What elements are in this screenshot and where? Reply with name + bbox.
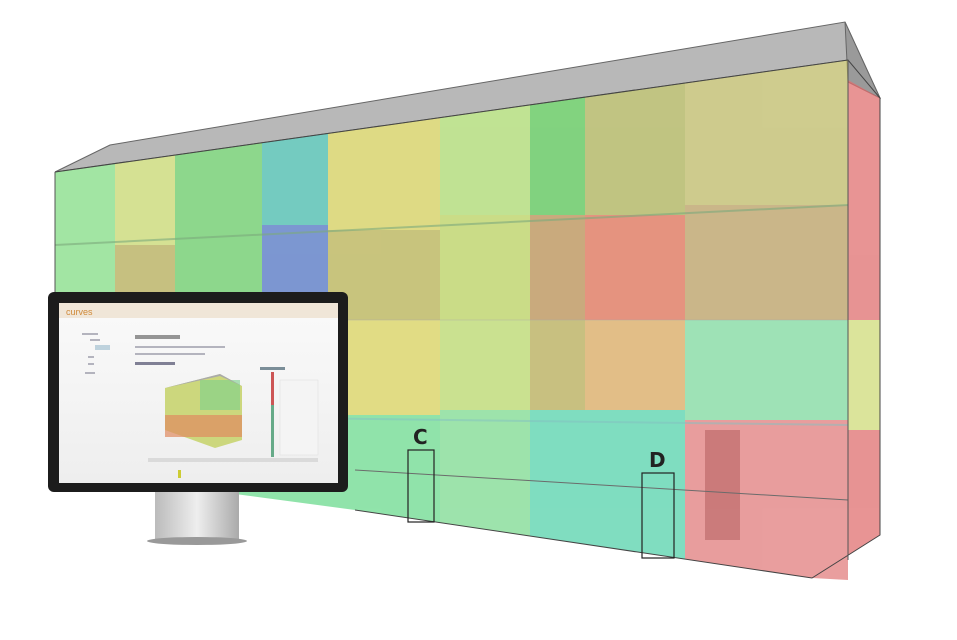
- room: [585, 215, 685, 320]
- building-side-rooms: [848, 80, 880, 578]
- room: [530, 60, 585, 215]
- room: [685, 320, 848, 420]
- room: [530, 320, 585, 410]
- label-d: D: [649, 448, 666, 472]
- room: [530, 410, 685, 580]
- room: [530, 215, 585, 320]
- room: [55, 60, 115, 245]
- monitor: curves: [48, 292, 348, 545]
- app-logo: curves: [66, 307, 93, 317]
- room: [705, 430, 740, 540]
- room: [440, 60, 530, 215]
- room: [440, 215, 530, 320]
- room: [440, 320, 530, 410]
- room: [685, 60, 848, 205]
- room: [685, 205, 848, 320]
- room: [328, 60, 440, 230]
- door-c: [407, 449, 435, 523]
- door-d: [641, 472, 675, 559]
- label-c: C: [413, 425, 428, 449]
- room: [440, 410, 530, 580]
- room: [585, 320, 685, 410]
